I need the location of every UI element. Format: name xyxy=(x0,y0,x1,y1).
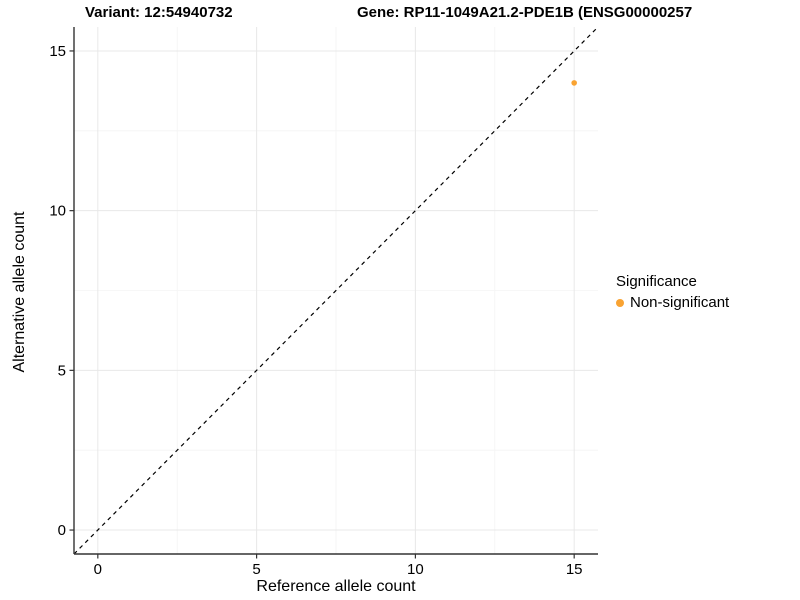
x-tick-label: 0 xyxy=(94,561,102,578)
x-tick-label: 10 xyxy=(407,561,424,578)
legend: Significance Non-significant xyxy=(616,272,729,311)
legend-title: Significance xyxy=(616,273,697,290)
x-axis-label: Reference allele count xyxy=(256,578,416,595)
y-tick-label: 0 xyxy=(58,522,66,539)
y-tick-label: 5 xyxy=(58,362,66,379)
data-point xyxy=(571,80,577,86)
x-tick-label: 15 xyxy=(566,561,583,578)
legend-swatch-icon xyxy=(616,298,624,307)
legend-item-label: Non-significant xyxy=(630,294,730,311)
gene-title: Gene: RP11-1049A21.2-PDE1B (ENSG00000257 xyxy=(357,4,693,21)
identity-line xyxy=(73,26,599,555)
y-tick-label: 10 xyxy=(49,203,66,220)
variant-title: Variant: 12:54940732 xyxy=(85,4,233,21)
y-tick-label: 15 xyxy=(49,43,66,60)
legend-items: Non-significant xyxy=(616,294,729,311)
legend-item: Non-significant xyxy=(616,294,729,311)
y-axis-label: Alternative allele count xyxy=(11,211,28,373)
x-tick-label: 5 xyxy=(252,561,260,578)
